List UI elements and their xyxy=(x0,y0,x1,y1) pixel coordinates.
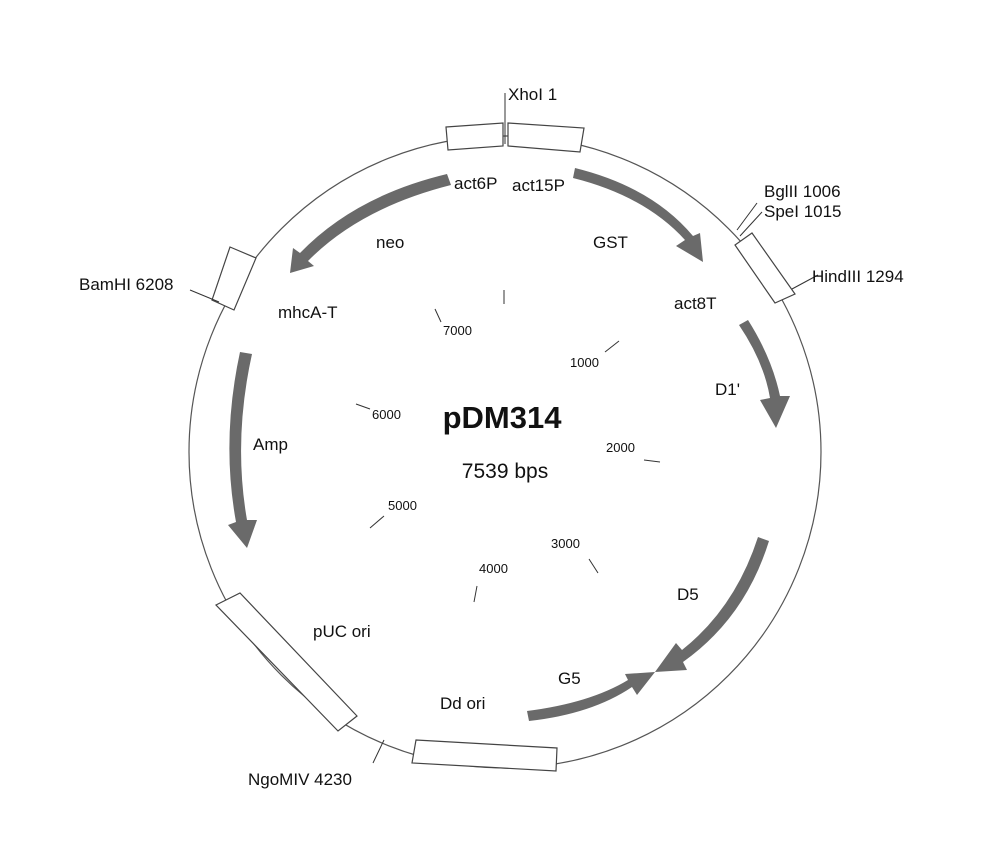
line-bglii xyxy=(736,202,758,231)
tick-label-1000: 1000 xyxy=(570,355,599,370)
site-label-spei: SpeI 1015 xyxy=(764,202,842,221)
line-hindiii xyxy=(791,274,819,290)
box-act6p xyxy=(445,122,504,151)
feature-label-g5: G5 xyxy=(558,669,581,688)
tick-mark-3000 xyxy=(588,558,599,574)
tick-mark-4000 xyxy=(473,585,478,603)
plasmid-name: pDM314 xyxy=(443,400,563,435)
box-act15p xyxy=(507,122,585,153)
feature-label-dd-ori: Dd ori xyxy=(440,694,485,713)
arrow-d5 xyxy=(655,537,769,672)
box-puc-ori xyxy=(214,592,358,732)
site-label-ngomiv: NgoMIV 4230 xyxy=(248,770,352,789)
feature-boxes xyxy=(211,122,796,772)
feature-label-gst: GST xyxy=(593,233,628,252)
feature-label-puc-ori: pUC ori xyxy=(313,622,371,641)
feature-label-d5: D5 xyxy=(677,585,699,604)
feature-label-act8t: act8T xyxy=(674,294,717,313)
feature-label-amp: Amp xyxy=(253,435,288,454)
tick-label-2000: 2000 xyxy=(606,440,635,455)
site-label-bamhi: BamHI 6208 xyxy=(79,275,174,294)
line-ngomiv xyxy=(372,739,385,764)
tick-label-7000: 7000 xyxy=(443,323,472,338)
tick-mark-6000 xyxy=(355,403,371,410)
arrow-d1 xyxy=(739,320,790,428)
arrow-g5 xyxy=(527,672,655,721)
tick-label-6000: 6000 xyxy=(372,407,401,422)
tick-label-4000: 4000 xyxy=(479,561,508,576)
feature-label-act15p: act15P xyxy=(512,176,565,195)
tick-mark-5000 xyxy=(369,515,385,529)
tick-label-5000: 5000 xyxy=(388,498,417,513)
feature-label-mhca-t: mhcA-T xyxy=(278,303,338,322)
scale-ticks xyxy=(355,290,661,603)
tick-label-3000: 3000 xyxy=(551,536,580,551)
tick-mark-7000 xyxy=(434,308,442,323)
site-label-hindiii: HindIII 1294 xyxy=(812,267,904,286)
plasmid-size: 7539 bps xyxy=(462,460,548,483)
site-lines xyxy=(189,93,819,764)
tick-mark-1000 xyxy=(604,340,620,353)
tick-mark-2000 xyxy=(643,459,661,463)
site-label-bglii: BglII 1006 xyxy=(764,182,841,201)
line-bamhi xyxy=(189,289,220,303)
arrow-gst xyxy=(573,168,703,262)
feature-label-d1: D1' xyxy=(715,380,740,399)
box-act8t xyxy=(734,232,796,304)
feature-arrows xyxy=(228,168,790,721)
line-spei xyxy=(739,211,763,237)
feature-label-neo: neo xyxy=(376,233,404,252)
box-dd-ori xyxy=(411,739,558,772)
box-mhca-t xyxy=(211,246,257,311)
site-label-xhoi: XhoI 1 xyxy=(508,85,557,104)
feature-label-act6p: act6P xyxy=(454,174,497,193)
arrow-amp xyxy=(228,352,257,548)
arrow-neo xyxy=(290,174,451,273)
